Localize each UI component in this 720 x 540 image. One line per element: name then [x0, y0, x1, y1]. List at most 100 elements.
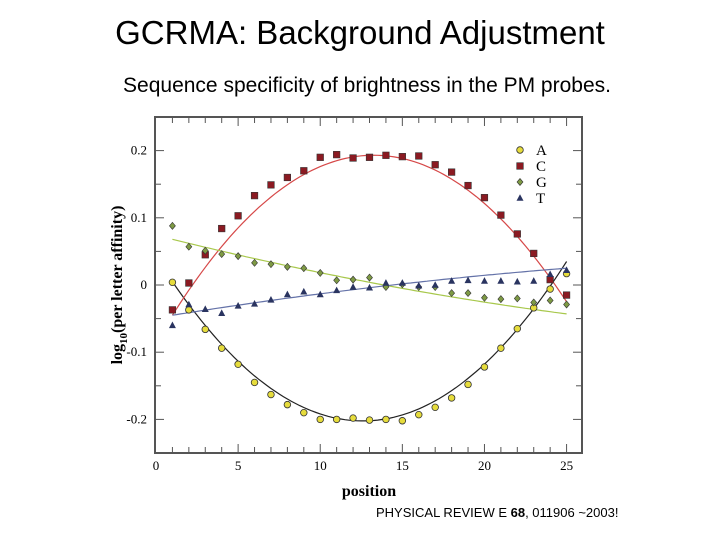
point-C [530, 249, 538, 258]
point-C [300, 167, 308, 175]
point-G [201, 246, 209, 255]
point-C [497, 211, 505, 219]
point-A [316, 415, 324, 424]
point-T [316, 290, 324, 298]
point-A [415, 410, 423, 419]
point-T [563, 266, 571, 274]
point-A [431, 403, 439, 412]
y-tick-label: -0.1 [126, 344, 147, 359]
point-T [349, 283, 357, 290]
point-T [480, 277, 488, 284]
point-C [283, 173, 291, 182]
point-T [448, 277, 456, 284]
point-C [398, 153, 406, 161]
point-G [464, 289, 472, 298]
y-tick-label: -0.2 [126, 411, 147, 426]
point-G [333, 276, 341, 285]
point-G [251, 258, 258, 267]
point-C [480, 194, 489, 202]
point-T [497, 277, 505, 284]
y-tick-label: 0.1 [131, 210, 147, 225]
point-C [464, 181, 472, 190]
point-T [168, 321, 176, 329]
point-A [464, 380, 472, 389]
x-tick-label: 20 [478, 458, 491, 473]
point-C [448, 168, 456, 176]
point-G [283, 262, 291, 271]
point-A [349, 414, 357, 422]
point-G [513, 294, 521, 303]
point-G [546, 296, 554, 305]
point-C [349, 154, 357, 162]
legend-marker-A [516, 146, 524, 154]
point-C [234, 212, 242, 220]
point-C [562, 291, 571, 299]
point-C [382, 151, 390, 159]
point-G [349, 275, 357, 284]
point-G [267, 260, 275, 269]
point-A [382, 415, 390, 424]
legend-label-G: G [536, 175, 547, 191]
point-T [415, 281, 423, 289]
point-C [316, 153, 324, 161]
point-A [332, 415, 341, 424]
point-C [250, 192, 259, 200]
point-T [218, 309, 226, 317]
point-T [185, 300, 193, 308]
point-G [218, 250, 226, 259]
point-A [398, 417, 407, 425]
point-T [546, 270, 554, 278]
point-T [366, 283, 373, 291]
x-axis-label: position [342, 483, 396, 500]
point-C [267, 181, 275, 189]
legend-marker-G [516, 178, 524, 186]
point-G [300, 264, 308, 273]
legend-label-C: C [536, 159, 546, 175]
point-A [283, 400, 292, 409]
point-C [218, 224, 226, 233]
point-C [415, 152, 423, 160]
point-C [365, 153, 374, 161]
point-A [168, 278, 177, 287]
point-G [481, 293, 488, 302]
point-A [217, 344, 226, 352]
point-A [300, 408, 308, 417]
point-A [546, 285, 554, 293]
x-tick-label: 0 [153, 458, 160, 473]
point-G [169, 221, 176, 230]
point-G [530, 298, 538, 307]
slide-title: GCRMA: Background Adjustment [115, 14, 605, 51]
x-tick-label: 5 [235, 458, 242, 473]
point-T [530, 277, 538, 284]
point-A [234, 360, 242, 368]
point-A [201, 325, 209, 334]
point-A [480, 363, 489, 371]
point-A [513, 324, 522, 333]
y-tick-label: 0 [141, 277, 148, 292]
point-T [251, 300, 259, 307]
point-G [185, 242, 193, 251]
point-T [283, 290, 291, 298]
point-G [234, 252, 242, 261]
point-T [300, 287, 308, 295]
point-T [333, 286, 341, 294]
point-C [513, 230, 521, 238]
point-C [168, 306, 177, 314]
y-tick-label: 0.2 [131, 143, 147, 158]
legend-marker-C [516, 162, 524, 170]
point-C [333, 151, 341, 159]
point-G [497, 295, 505, 304]
x-tick-label: 10 [314, 458, 327, 473]
y-axis-label: log10(per letter affinity) [109, 206, 130, 365]
point-A [447, 394, 456, 402]
point-T [382, 279, 390, 286]
point-T [398, 279, 406, 286]
point-T [267, 295, 275, 303]
point-G [563, 300, 570, 309]
point-C [431, 161, 439, 169]
point-A [185, 306, 193, 314]
point-C [546, 276, 554, 284]
legend-marker-T [516, 194, 524, 201]
citation: PHYSICAL REVIEW E 68, 011906 ~2003! [376, 505, 619, 520]
